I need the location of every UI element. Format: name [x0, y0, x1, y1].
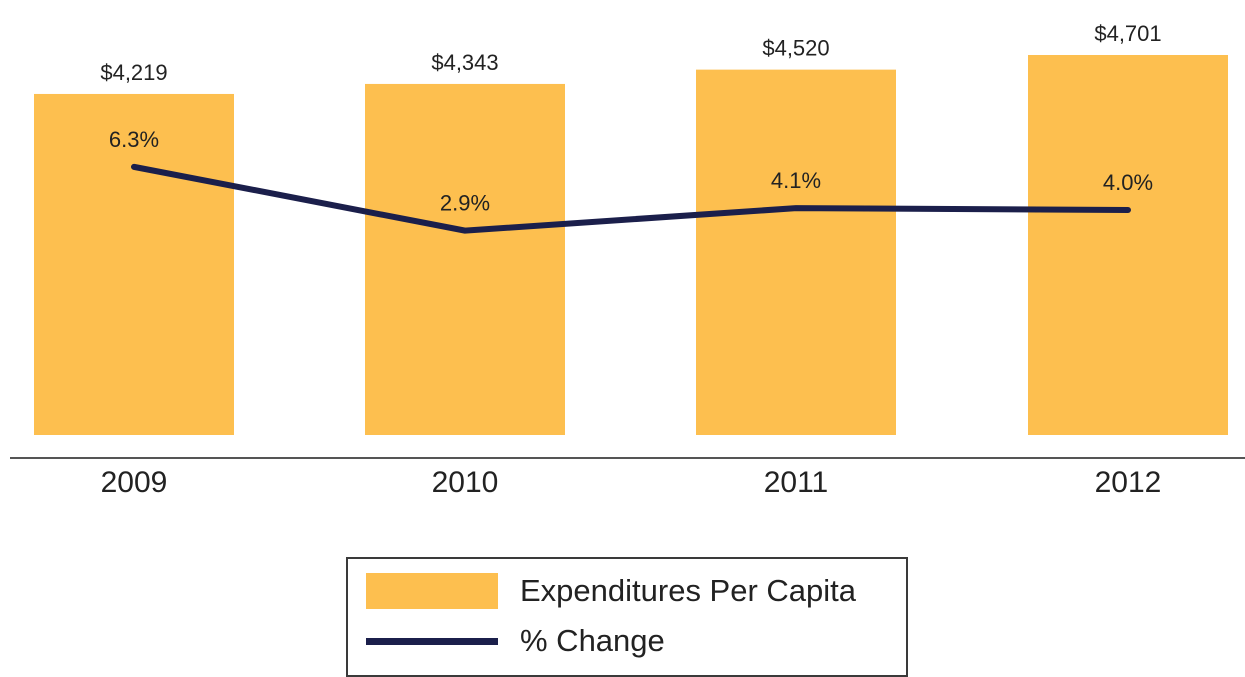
- bar-2011: [696, 70, 896, 435]
- change-line-layer: [134, 167, 1128, 231]
- chart: 2009 2010 2011 2012 $4,219 $4,343 $4,520 $4,70…: [0, 0, 1245, 560]
- legend-item-change: % Change: [366, 623, 665, 659]
- bar-value-label-2009: $4,219: [100, 60, 167, 85]
- change-value-labels: 6.3% 2.9% 4.1% 4.0%: [109, 127, 1153, 216]
- legend: Expenditures Per Capita % Change: [346, 557, 908, 677]
- change-value-label-2010: 2.9%: [440, 191, 490, 216]
- x-tick-label-2011: 2011: [764, 466, 829, 499]
- x-tick-labels: 2009 2010 2011 2012: [101, 466, 1162, 499]
- bar-value-label-2011: $4,520: [762, 36, 829, 61]
- x-tick-label-2009: 2009: [101, 466, 168, 499]
- x-tick-label-2010: 2010: [432, 466, 499, 499]
- bar-value-label-2012: $4,701: [1094, 21, 1161, 46]
- change-value-label-2012: 4.0%: [1103, 170, 1153, 195]
- x-tick-label-2012: 2012: [1095, 466, 1162, 499]
- bar-2012: [1028, 55, 1228, 435]
- change-line: [134, 167, 1128, 231]
- legend-item-expenditures: Expenditures Per Capita: [366, 573, 856, 609]
- legend-line-swatch: [366, 623, 498, 659]
- legend-label-change: % Change: [520, 623, 665, 659]
- bar-value-label-2010: $4,343: [431, 50, 498, 75]
- legend-label-expenditures: Expenditures Per Capita: [520, 573, 856, 609]
- legend-bar-swatch: [366, 573, 498, 609]
- bars-layer: [34, 55, 1228, 435]
- change-value-label-2009: 6.3%: [109, 127, 159, 152]
- change-value-label-2011: 4.1%: [771, 168, 821, 193]
- bar-value-labels: $4,219 $4,343 $4,520 $4,701: [100, 21, 1161, 85]
- bar-2010: [365, 84, 565, 435]
